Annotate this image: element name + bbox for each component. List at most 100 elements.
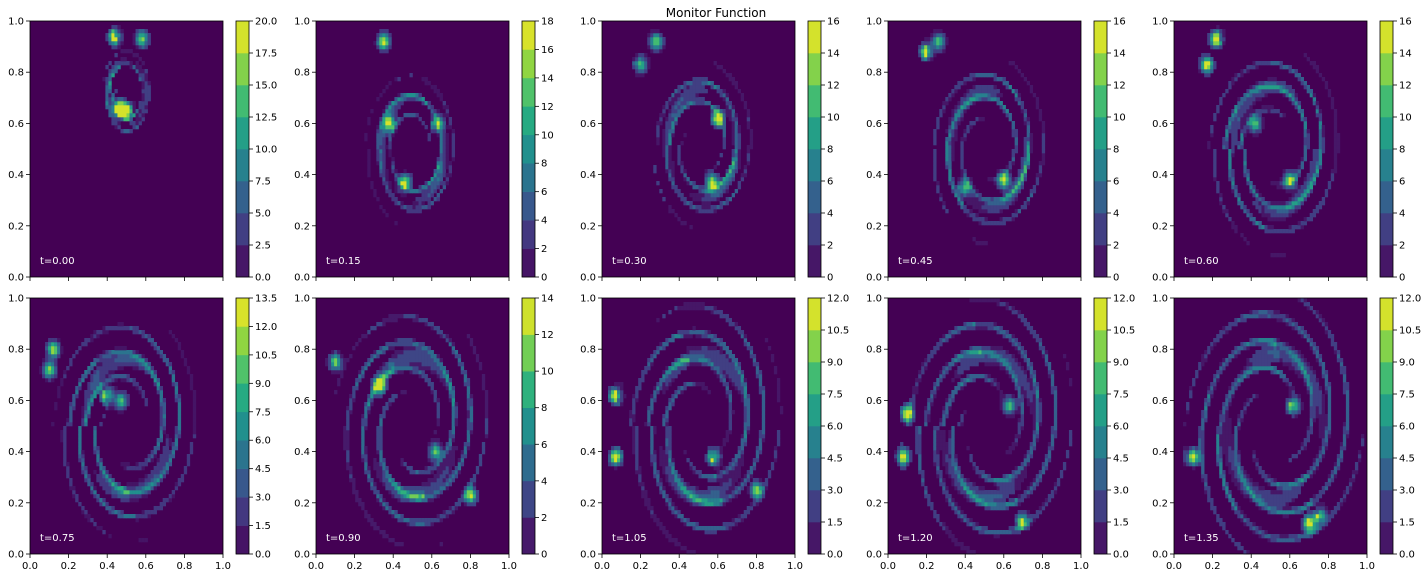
heatmap-cell bbox=[424, 482, 428, 487]
heatmap-cell bbox=[713, 454, 717, 459]
heatmap-cell bbox=[436, 466, 440, 471]
heatmap-cell bbox=[376, 474, 380, 479]
heatmap-cell bbox=[1279, 61, 1283, 66]
heatmap-cell bbox=[69, 418, 73, 423]
heatmap-cell bbox=[343, 362, 347, 367]
heatmap-cell bbox=[1213, 45, 1217, 50]
heatmap-cell bbox=[135, 482, 139, 487]
heatmap-cell bbox=[144, 462, 148, 467]
heatmap-cell bbox=[382, 129, 386, 134]
heatmap-cell bbox=[1318, 149, 1323, 154]
heatmap-cell bbox=[680, 93, 684, 98]
heatmap-cell bbox=[1270, 201, 1274, 206]
heatmap-cell bbox=[671, 466, 675, 471]
heatmap-cell bbox=[692, 354, 696, 359]
heatmap-cell bbox=[659, 45, 663, 50]
colorbar-level bbox=[522, 517, 535, 555]
heatmap-cell bbox=[1282, 93, 1286, 98]
heatmap-cell bbox=[397, 494, 401, 499]
heatmap-cell bbox=[433, 398, 437, 403]
heatmap-cell bbox=[51, 366, 55, 371]
heatmap-cell bbox=[644, 490, 648, 495]
heatmap-cell bbox=[90, 390, 94, 395]
heatmap-cell bbox=[975, 93, 979, 98]
heatmap-cell bbox=[710, 354, 714, 359]
heatmap-cell bbox=[1228, 169, 1232, 174]
heatmap-cell bbox=[129, 494, 133, 499]
heatmap-cell bbox=[749, 129, 754, 134]
heatmap-cell bbox=[442, 173, 446, 178]
heatmap-cell bbox=[472, 350, 477, 355]
heatmap-cell bbox=[725, 370, 729, 375]
heatmap-cell bbox=[144, 494, 148, 499]
heatmap-cell bbox=[701, 189, 705, 194]
heatmap-cell bbox=[481, 442, 486, 447]
heatmap-cell bbox=[713, 486, 717, 491]
heatmap-cell bbox=[668, 370, 672, 375]
heatmap-cell bbox=[1035, 97, 1040, 102]
heatmap-cell bbox=[719, 350, 723, 355]
heatmap-cell bbox=[617, 394, 621, 399]
heatmap-cell bbox=[436, 330, 440, 335]
heatmap-cell bbox=[689, 85, 693, 90]
heatmap-cell bbox=[620, 398, 624, 403]
heatmap-cell bbox=[385, 29, 389, 34]
heatmap-cell bbox=[1318, 145, 1323, 150]
heatmap-cell bbox=[719, 446, 723, 451]
heatmap-cell bbox=[698, 494, 702, 499]
heatmap-cell bbox=[1258, 205, 1262, 210]
heatmap-cell bbox=[111, 390, 115, 395]
heatmap-cell bbox=[400, 498, 404, 503]
heatmap-cell bbox=[1216, 181, 1220, 186]
heatmap-cell bbox=[1005, 81, 1009, 86]
heatmap-cell bbox=[451, 474, 456, 479]
heatmap-cell bbox=[123, 390, 127, 395]
heatmap-cell bbox=[662, 486, 666, 491]
colorbar-tick-label: 0 bbox=[827, 273, 833, 284]
heatmap-cell bbox=[111, 93, 115, 98]
heatmap-cell bbox=[60, 378, 64, 383]
heatmap-cell bbox=[734, 117, 739, 122]
heatmap-cell bbox=[150, 366, 154, 371]
heatmap-cell bbox=[969, 181, 973, 186]
heatmap-cell bbox=[463, 486, 468, 491]
heatmap-cell bbox=[379, 414, 383, 419]
heatmap-cell bbox=[635, 73, 639, 78]
heatmap-cell bbox=[683, 101, 687, 106]
heatmap-cell bbox=[653, 458, 657, 463]
heatmap-cell bbox=[1014, 93, 1018, 98]
heatmap-cell bbox=[433, 125, 437, 130]
heatmap-cell bbox=[1008, 85, 1012, 90]
heatmap-cell bbox=[1285, 85, 1289, 90]
heatmap-cell bbox=[984, 205, 988, 210]
heatmap-cell bbox=[421, 494, 425, 499]
heatmap-cell bbox=[692, 486, 696, 491]
heatmap-cell bbox=[671, 133, 675, 138]
y-tick-label: 1.0 bbox=[866, 17, 882, 28]
heatmap-cell bbox=[948, 93, 952, 98]
heatmap-cell bbox=[117, 346, 121, 351]
heatmap-cell bbox=[445, 466, 449, 471]
heatmap-cell bbox=[1216, 189, 1220, 194]
heatmap-cell bbox=[391, 318, 395, 323]
heatmap-cell bbox=[424, 466, 428, 471]
heatmap-cell bbox=[641, 378, 645, 383]
heatmap-cell bbox=[710, 197, 714, 202]
heatmap-cell bbox=[686, 105, 690, 110]
heatmap-cell bbox=[406, 177, 410, 182]
y-tick-label: 0.0 bbox=[1152, 273, 1168, 284]
heatmap-cell bbox=[1237, 113, 1241, 118]
heatmap-cell bbox=[737, 185, 742, 190]
heatmap-cell bbox=[120, 398, 124, 403]
heatmap-cell bbox=[99, 394, 103, 399]
y-tick-label: 0.6 bbox=[866, 119, 882, 130]
heatmap-cell bbox=[680, 105, 684, 110]
heatmap-cell bbox=[644, 494, 648, 499]
heatmap-cell bbox=[725, 394, 729, 399]
heatmap-cell bbox=[972, 213, 976, 218]
heatmap-cell bbox=[713, 125, 717, 130]
heatmap-cell bbox=[1318, 109, 1323, 114]
heatmap-cell bbox=[397, 338, 401, 343]
heatmap-cell bbox=[1318, 157, 1323, 162]
